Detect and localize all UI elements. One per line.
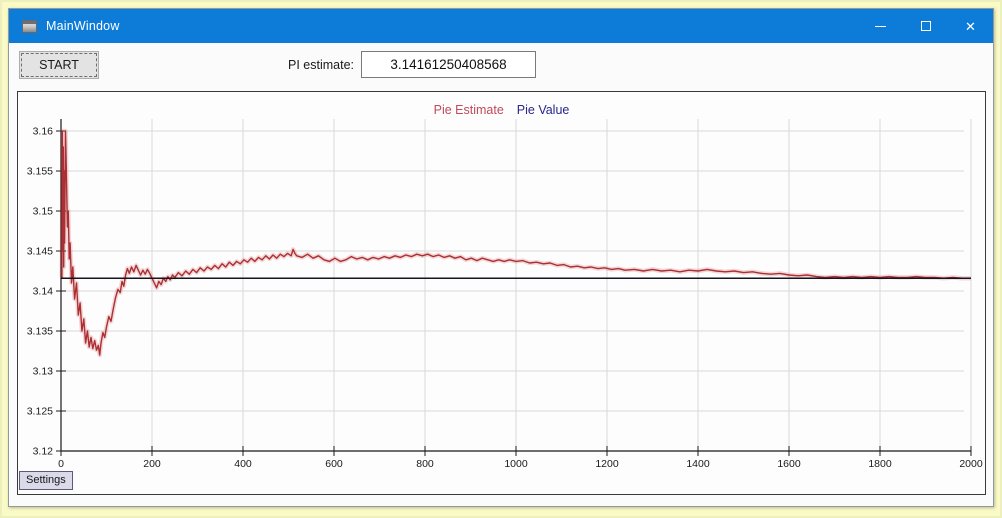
pi-estimate-label: PI estimate: — [288, 58, 354, 72]
legend-pie-value: Pie Value — [516, 103, 570, 117]
maximize-icon — [920, 21, 931, 31]
svg-text:3.13: 3.13 — [33, 366, 54, 378]
chart-legend: Pie Estimate Pie Value — [18, 103, 985, 117]
pi-estimate-series — [61, 130, 971, 356]
gridlines — [61, 119, 972, 451]
minimize-button[interactable] — [858, 9, 903, 43]
main-window: MainWindow ✕ START PI estimate: Pie Esti… — [8, 8, 994, 507]
svg-text:3.16: 3.16 — [33, 126, 54, 138]
svg-text:2000: 2000 — [959, 458, 983, 470]
svg-text:1200: 1200 — [595, 458, 619, 470]
tick-labels: 3.12 3.125 3.13 3.135 3.14 3.145 3.15 3.155 3.16… — [27, 126, 983, 471]
svg-text:600: 600 — [325, 458, 343, 470]
svg-text:3.145: 3.145 — [27, 246, 53, 258]
svg-text:0: 0 — [58, 458, 64, 470]
window-title: MainWindow — [46, 19, 120, 33]
svg-text:200: 200 — [143, 458, 161, 470]
svg-text:400: 400 — [234, 458, 252, 470]
svg-text:1800: 1800 — [868, 458, 892, 470]
svg-text:3.12: 3.12 — [33, 446, 54, 458]
pi-estimate-field[interactable] — [361, 51, 536, 78]
svg-text:3.155: 3.155 — [27, 166, 53, 178]
svg-text:3.135: 3.135 — [27, 326, 53, 338]
app-icon — [22, 19, 37, 33]
svg-text:800: 800 — [416, 458, 434, 470]
svg-text:3.14: 3.14 — [33, 286, 54, 298]
tab-settings[interactable]: Settings — [19, 471, 73, 490]
maximize-button[interactable] — [903, 9, 948, 43]
svg-text:1000: 1000 — [504, 458, 528, 470]
svg-text:3.125: 3.125 — [27, 406, 53, 418]
start-button[interactable]: START — [19, 51, 99, 79]
title-bar[interactable]: MainWindow ✕ — [9, 9, 993, 43]
close-icon: ✕ — [965, 18, 976, 34]
legend-pie-estimate: Pie Estimate — [433, 103, 504, 117]
chart-panel: Pie Estimate Pie Value 3.12 3.125 3.13 3.13… — [17, 91, 986, 495]
minimize-icon — [875, 25, 886, 27]
svg-text:3.15: 3.15 — [33, 206, 54, 218]
close-button[interactable]: ✕ — [948, 9, 993, 43]
svg-text:1400: 1400 — [686, 458, 710, 470]
svg-text:1600: 1600 — [777, 458, 801, 470]
window-controls: ✕ — [858, 9, 993, 43]
pi-estimate-chart: 3.12 3.125 3.13 3.135 3.14 3.145 3.15 3.155 3.16… — [27, 119, 983, 471]
toolbar: START PI estimate: — [9, 43, 993, 91]
